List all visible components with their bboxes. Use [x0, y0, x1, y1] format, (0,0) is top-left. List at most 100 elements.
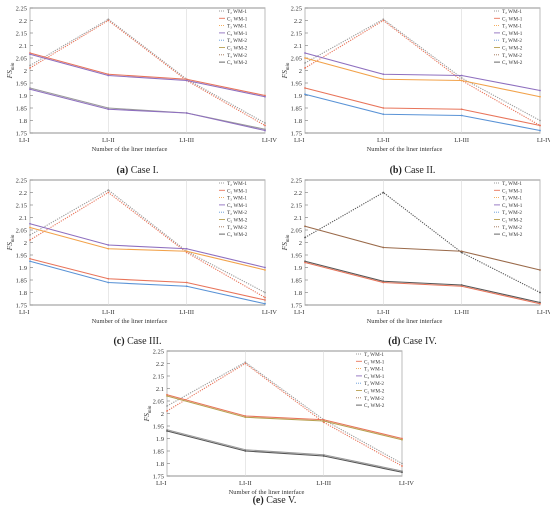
y-tick-label: 2.05	[16, 228, 27, 235]
legend-entry: T₃ WM-1	[227, 24, 247, 30]
y-tick-label: 1.85	[291, 106, 302, 113]
y-tick-label: 2.25	[16, 178, 27, 185]
x-tick-label: LI-II	[239, 480, 252, 487]
y-tick-label: 2.2	[294, 190, 302, 197]
series-point	[304, 260, 306, 263]
y-tick-label: 1.95	[291, 81, 302, 88]
x-tick-label: LI-IV	[399, 480, 414, 487]
series-point	[185, 112, 188, 114]
caption-c: (c) Case III.	[0, 336, 275, 347]
series-point	[166, 395, 168, 397]
y-tick-label: 2.25	[16, 6, 27, 13]
series-line	[29, 18, 266, 124]
series-line	[29, 52, 266, 97]
series-point	[244, 448, 247, 451]
legend-entry: C₂ WM-1	[502, 188, 523, 194]
chart-d: 1.75 1.8 1.85 1.9 1.95 2 2.05 2.1 2.15 2.2 2.25 LI-…	[280, 178, 550, 326]
series-point	[382, 73, 385, 76]
y-tick-label: 2.05	[291, 56, 302, 63]
x-tick-label: LI-IV	[262, 137, 277, 144]
series-point	[322, 455, 325, 457]
y-tick-label: 1.85	[291, 278, 302, 285]
series-point	[29, 226, 31, 229]
series-line	[29, 226, 266, 271]
series-point	[304, 225, 306, 228]
series-line	[166, 394, 403, 440]
series-line	[166, 430, 403, 473]
series-point	[460, 284, 463, 286]
legend-entry: C₃ WM-1	[227, 31, 248, 37]
caption-c-letter: (c)	[113, 336, 125, 347]
caption-a-letter: (a)	[116, 165, 129, 176]
legend-entry: C₂ WM-1	[502, 16, 523, 22]
series-line	[304, 191, 541, 293]
y-tick-label: 1.9	[156, 436, 164, 443]
series-point	[185, 251, 188, 254]
series-point	[29, 67, 31, 69]
legend-entry: T₂ WM-2	[502, 210, 522, 216]
series-point	[166, 430, 168, 432]
x-tick-label: LI-I	[19, 137, 29, 144]
series-point	[264, 266, 266, 269]
y-tick-label: 2.15	[16, 31, 27, 38]
series-point	[107, 18, 110, 21]
legend-entry: C₂ WM-1	[227, 16, 248, 22]
series-point	[539, 95, 541, 98]
series-point	[539, 302, 541, 305]
series-point	[382, 78, 385, 81]
caption-d-text: Case IV.	[403, 336, 437, 347]
caption-c-text: Case III.	[127, 336, 162, 347]
series-point	[539, 301, 541, 304]
y-axis-label: FSmin	[280, 234, 291, 251]
y-axis-label: FSmin	[5, 62, 16, 79]
caption-e-text: Case V.	[266, 495, 297, 506]
y-tick-label: 1.95	[16, 253, 27, 260]
legend-entry: T₂ WM-1	[502, 9, 522, 15]
chart-panel-b: 1.75 1.8 1.85 1.9 1.95 2 2.05 2.1 2.15 2.2 2.25 LI-…	[275, 0, 550, 155]
legend-entry: T₃ WM-2	[364, 396, 384, 402]
legend-entry: T₃ WM-2	[502, 53, 522, 59]
y-tick-label: 1.9	[19, 93, 27, 100]
series-line	[29, 88, 266, 132]
series-point	[382, 246, 385, 249]
x-tick-label: LI-II	[377, 137, 390, 144]
series-line	[304, 225, 541, 271]
series-point	[264, 122, 266, 124]
x-tick-label: LI-III	[316, 480, 331, 487]
x-tick-label: LI-IV	[537, 137, 550, 144]
series-point	[460, 79, 463, 82]
legend-entry: T₂ WM-2	[502, 38, 522, 44]
y-tick-label: 2.1	[156, 386, 164, 393]
legend-entry: T₂ WM-1	[227, 9, 247, 15]
y-tick-label: 1.8	[19, 290, 27, 297]
x-tick-label: LI-I	[19, 309, 29, 316]
series-line	[166, 395, 403, 441]
y-axis-label: FSmin	[280, 62, 291, 79]
y-tick-label: 2	[299, 68, 302, 75]
series-point	[382, 191, 385, 194]
series-point	[166, 393, 168, 396]
x-axis-label: Number of the liner interface	[92, 146, 168, 153]
x-tick-label: LI-II	[377, 309, 390, 316]
legend-entry: T₃ WM-1	[502, 24, 522, 30]
series-point	[264, 302, 266, 305]
series-point	[539, 119, 541, 122]
series-line	[304, 93, 541, 132]
series-point	[107, 247, 110, 250]
legend-entry: C₂ WM-2	[364, 389, 385, 395]
series-point	[539, 291, 541, 294]
y-tick-label: 2.05	[153, 399, 164, 406]
x-tick-label: LI-II	[102, 137, 115, 144]
series-point	[244, 415, 247, 417]
series-point	[264, 128, 266, 131]
y-tick-label: 1.75	[291, 303, 302, 310]
y-tick-label: 1.85	[16, 278, 27, 285]
legend-entry: C₃ WM-2	[227, 60, 248, 66]
y-tick-label: 2.1	[294, 215, 302, 222]
series-point	[539, 89, 541, 92]
legend-entry: C₂ WM-2	[502, 46, 523, 52]
series-line	[166, 429, 403, 472]
series-point	[460, 251, 463, 254]
legend-entry: T₂ WM-2	[227, 38, 247, 44]
series-point	[107, 277, 110, 280]
